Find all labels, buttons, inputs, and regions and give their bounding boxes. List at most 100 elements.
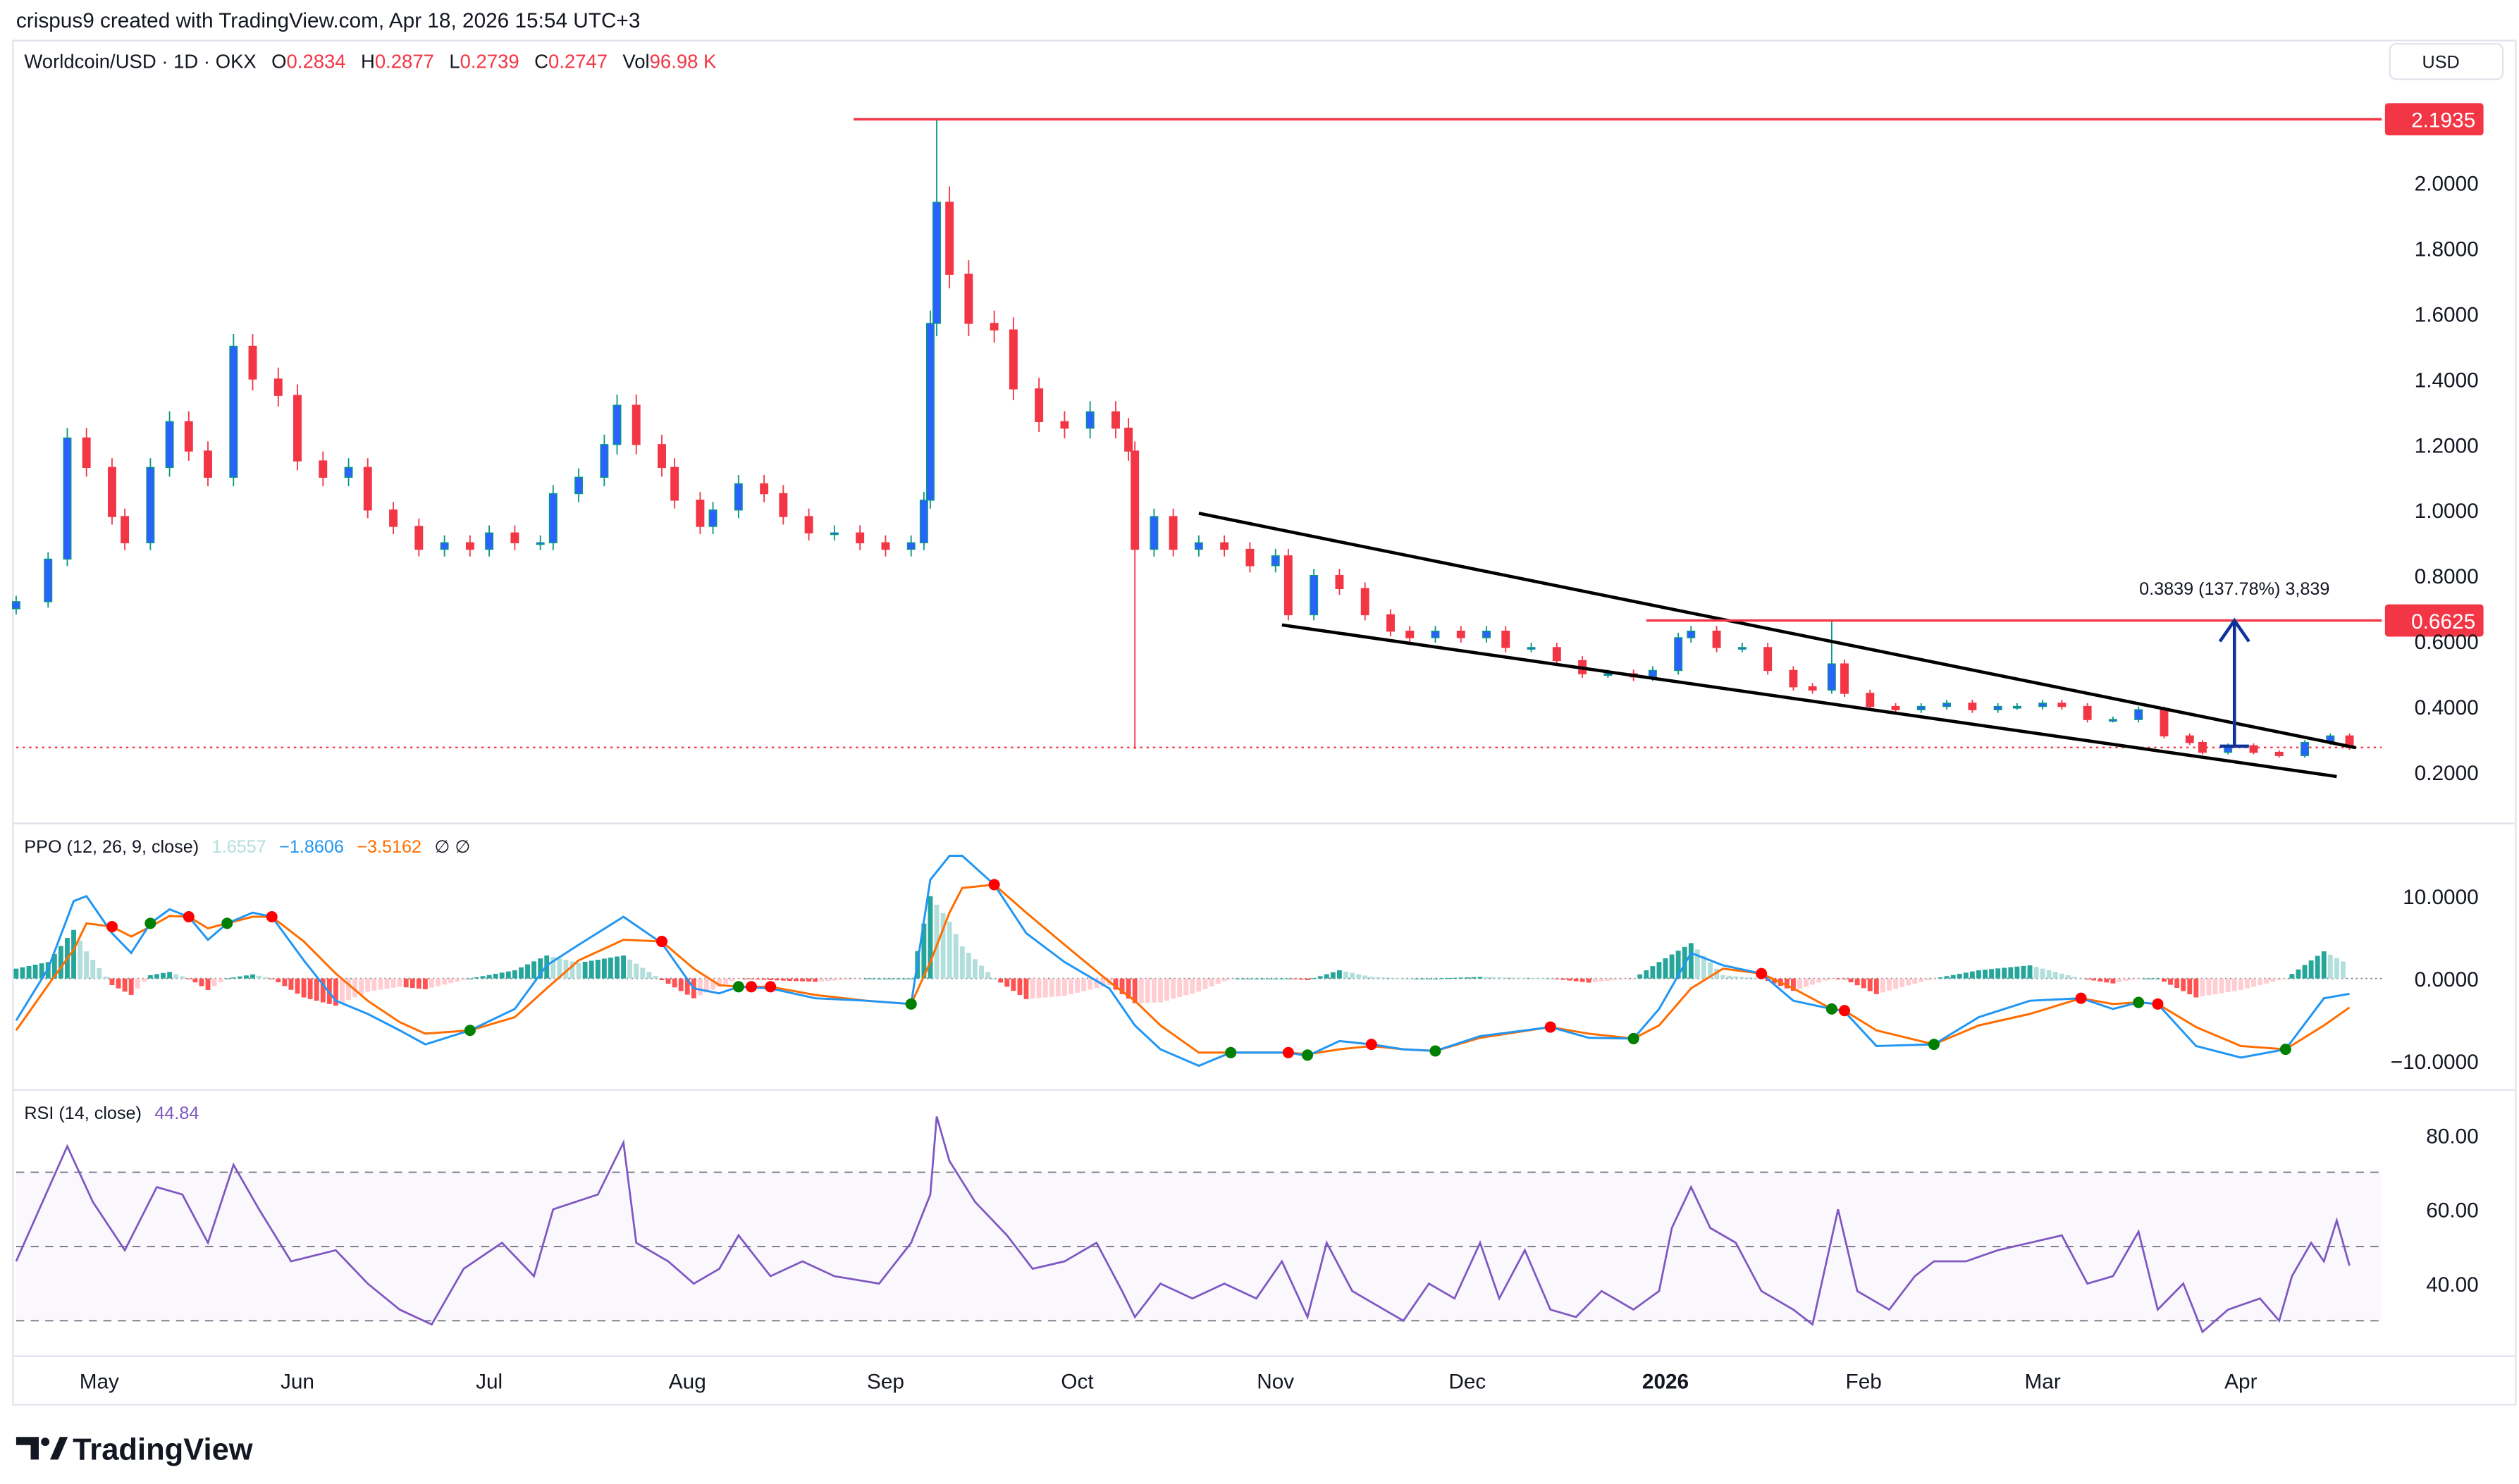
candle[interactable] (1405, 631, 1415, 638)
candle[interactable] (465, 542, 474, 550)
candle[interactable] (2108, 719, 2117, 722)
candle[interactable] (229, 345, 238, 478)
candle[interactable] (389, 509, 398, 527)
candle[interactable] (574, 476, 584, 495)
candle[interactable] (2301, 741, 2309, 756)
candle[interactable] (2038, 703, 2047, 707)
ppo-pane[interactable] (13, 855, 2382, 1068)
candle[interactable] (1712, 631, 1721, 648)
candle[interactable] (1111, 411, 1120, 429)
candle[interactable] (804, 516, 813, 533)
rsi-pane[interactable] (15, 1116, 2382, 1334)
candle[interactable] (510, 532, 519, 543)
rsi-line[interactable] (15, 1116, 2351, 1334)
symbol-legend[interactable]: Worldcoin/USD · 1D · OKX O0.2834 H0.2877… (24, 50, 717, 72)
candle[interactable] (1482, 631, 1491, 638)
candle[interactable] (1993, 705, 2002, 710)
candle[interactable] (1124, 427, 1133, 452)
candle[interactable] (440, 542, 449, 550)
candle[interactable] (1891, 705, 1900, 710)
candle[interactable] (632, 404, 641, 445)
candle[interactable] (2185, 735, 2194, 743)
candle[interactable] (184, 421, 193, 452)
candle[interactable] (2083, 705, 2092, 720)
candle[interactable] (1501, 631, 1510, 648)
candle[interactable] (670, 466, 679, 501)
candle[interactable] (121, 516, 130, 543)
candle[interactable] (932, 202, 941, 324)
candle[interactable] (1271, 555, 1280, 567)
candle[interactable] (1060, 421, 1069, 429)
rsi-legend[interactable]: RSI (14, close) 44.84 (24, 1103, 199, 1123)
candle[interactable] (2274, 751, 2284, 756)
candle[interactable] (1085, 411, 1095, 429)
candle[interactable] (344, 466, 353, 478)
candle[interactable] (1840, 663, 1849, 694)
candle[interactable] (1220, 542, 1229, 550)
candle[interactable] (82, 437, 91, 469)
candle[interactable] (1942, 703, 1952, 707)
candle[interactable] (204, 450, 212, 478)
candle[interactable] (964, 273, 973, 324)
candle[interactable] (612, 404, 622, 445)
trendline-lower[interactable] (1281, 623, 2337, 779)
candle[interactable] (1603, 673, 1613, 676)
price-pane[interactable]: 2.1935 0.6625 0.3839 (137.78%) 3,839 (11, 103, 2484, 779)
candle[interactable] (1131, 450, 1140, 550)
candle[interactable] (1283, 555, 1293, 616)
candle[interactable] (248, 345, 257, 380)
candle[interactable] (2160, 709, 2169, 737)
candle[interactable] (63, 437, 72, 560)
candle[interactable] (734, 483, 743, 511)
candle[interactable] (906, 542, 916, 550)
candle[interactable] (2057, 703, 2067, 707)
candle[interactable] (696, 500, 705, 527)
candle[interactable] (2012, 705, 2021, 709)
candle[interactable] (881, 542, 890, 550)
candle[interactable] (945, 202, 954, 275)
candle[interactable] (1687, 631, 1696, 638)
candle[interactable] (990, 323, 999, 330)
candle[interactable] (1789, 669, 1798, 688)
candle[interactable] (708, 509, 717, 527)
axes[interactable]: 2.0000 1.8000 1.6000 1.4000 1.2000 1.0000 0.80… (80, 173, 2479, 1394)
candle[interactable] (2134, 709, 2143, 720)
candle[interactable] (273, 378, 283, 396)
currency-button[interactable] (2389, 42, 2504, 80)
candle[interactable] (1431, 631, 1440, 638)
candle[interactable] (11, 601, 20, 610)
candle[interactable] (319, 460, 328, 478)
trendline-upper[interactable] (1198, 512, 2357, 750)
candle[interactable] (1009, 329, 1018, 390)
candle[interactable] (2198, 741, 2207, 753)
candle[interactable] (1916, 705, 1926, 710)
candle[interactable] (1245, 548, 1255, 567)
candle[interactable] (485, 532, 494, 550)
candle[interactable] (146, 466, 155, 543)
candle[interactable] (1335, 575, 1344, 589)
candle[interactable] (1169, 516, 1178, 550)
candle[interactable] (856, 532, 865, 543)
candle[interactable] (1552, 647, 1561, 662)
ppo-legend[interactable]: PPO (12, 26, 9, close) 1.6557 −1.8606 −3… (24, 837, 470, 857)
candle[interactable] (1737, 647, 1747, 650)
candle[interactable] (779, 493, 788, 517)
candle[interactable] (548, 493, 558, 543)
candle[interactable] (1968, 703, 1977, 710)
candle[interactable] (108, 466, 116, 517)
candle[interactable] (658, 444, 666, 469)
candle[interactable] (414, 526, 424, 550)
candle[interactable] (1035, 388, 1044, 423)
candle[interactable] (1360, 588, 1369, 616)
candle[interactable] (2249, 745, 2258, 753)
candle[interactable] (1456, 631, 1465, 638)
candle[interactable] (1866, 693, 1875, 707)
candle[interactable] (925, 323, 935, 501)
candle[interactable] (1763, 647, 1773, 672)
candle[interactable] (1194, 542, 1203, 550)
candle[interactable] (1648, 669, 1657, 678)
candle[interactable] (1310, 575, 1319, 616)
candle[interactable] (1150, 516, 1159, 550)
candle[interactable] (1827, 663, 1836, 691)
